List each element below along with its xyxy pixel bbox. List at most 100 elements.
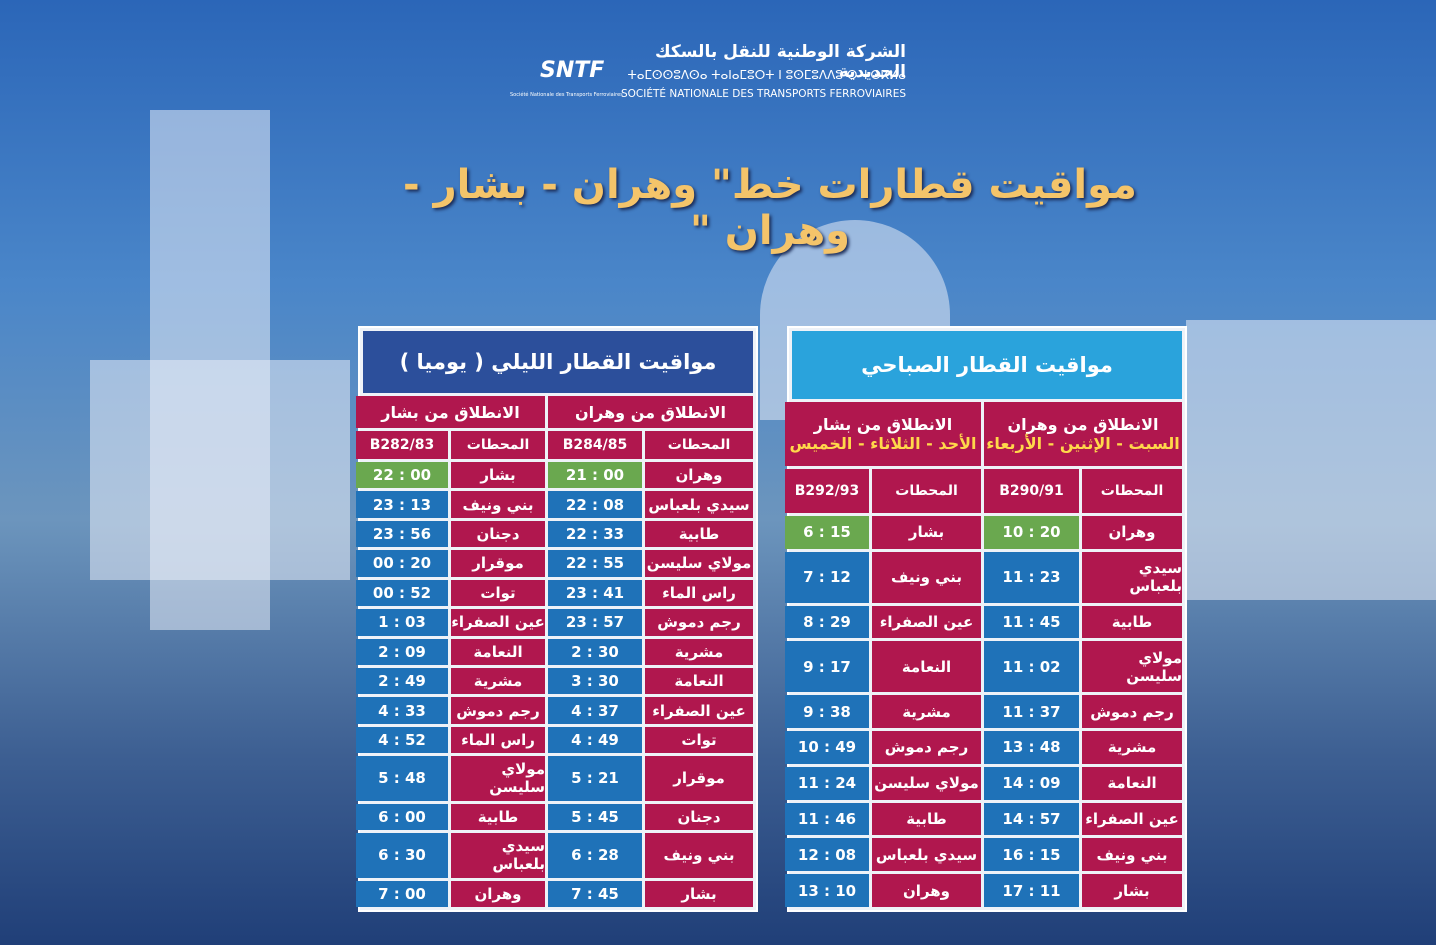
rows: وهران 21 : 00 بشار 22 : 00 سيدي بلعباس 22 : 0… <box>356 462 753 907</box>
station-cell: وهران <box>645 462 753 489</box>
station-cell: وهران <box>1082 516 1182 549</box>
station-cell: النعامة <box>451 638 545 665</box>
time-cell: 5 : 48 <box>356 756 448 801</box>
time-cell: 11 : 24 <box>785 766 869 800</box>
company-french: SOCIÉTÉ NATIONALE DES TRANSPORTS FERROVI… <box>621 88 906 100</box>
time-cell: 6 : 15 <box>785 516 869 549</box>
station-cell: طابية <box>1082 605 1182 639</box>
time-cell: 23 : 13 <box>356 491 448 518</box>
station-cell: بشار <box>451 462 545 489</box>
time-cell: 9 : 17 <box>785 641 869 693</box>
column-header-row: المحطات B290/91 المحطات B292/93 <box>785 469 1182 513</box>
station-cell: بني ونيف <box>872 551 981 603</box>
station-cell: طابية <box>872 802 981 836</box>
time-cell: 16 : 15 <box>984 838 1079 872</box>
time-cell: 13 : 48 <box>984 730 1079 764</box>
station-cell: بني ونيف <box>451 491 545 518</box>
table-title: مواقيت القطار الليلي ( يوميا ) <box>363 331 753 393</box>
station-cell: مولاي سليسن <box>645 550 753 577</box>
time-cell: 6 : 30 <box>356 833 448 878</box>
section-header: الانطلاق من وهران السبت - الإثنين - الأرب… <box>984 402 1182 466</box>
time-cell: 10 : 49 <box>785 730 869 764</box>
station-cell: بشار <box>1082 874 1182 907</box>
station-cell: رجم دموش <box>1082 695 1182 728</box>
station-cell: مولاي سليسن <box>1082 641 1182 693</box>
time-cell: 6 : 28 <box>548 833 642 878</box>
building <box>1186 320 1436 600</box>
station-cell: بني ونيف <box>645 833 753 878</box>
night-table: مواقيت القطار الليلي ( يوميا ) الانطلاق م… <box>356 326 758 912</box>
time-cell: 4 : 52 <box>356 726 448 754</box>
station-cell: رجم دموش <box>645 609 753 636</box>
section-days: الأحد - الثلاثاء - الخميس <box>789 434 977 453</box>
station-cell: بشار <box>872 516 981 549</box>
station-cell: مولاي سليسن <box>451 756 545 801</box>
column-header-row: المحطات B284/85 المحطات B282/83 <box>356 431 753 459</box>
column-header: المحطات <box>1082 469 1182 513</box>
time-cell: 5 : 45 <box>548 803 642 831</box>
station-cell: سيدي بلعباس <box>645 491 753 518</box>
station-cell: عين الصفراء <box>645 697 753 724</box>
station-cell: سيدي بلعباس <box>872 838 981 872</box>
time-cell: 11 : 23 <box>984 551 1079 603</box>
morning-table: مواقيت القطار الصباحي الانطلاق من وهران ال… <box>785 326 1187 912</box>
time-cell: 12 : 08 <box>785 838 869 872</box>
section-header: الانطلاق من بشار <box>356 396 545 428</box>
station-cell: عين الصفراء <box>1082 802 1182 836</box>
station-cell: موقرار <box>645 756 753 801</box>
section-row: الانطلاق من وهران السبت - الإثنين - الأرب… <box>785 402 1182 466</box>
time-cell: 22 : 55 <box>548 550 642 577</box>
logo: SNTF Société Nationale des Transports Fe… <box>510 40 623 100</box>
station-cell: رجم دموش <box>451 697 545 724</box>
section-label: الانطلاق من بشار <box>381 402 520 422</box>
station-cell: راس الماء <box>451 726 545 754</box>
station-cell: مشرية <box>872 695 981 728</box>
time-cell: 22 : 08 <box>548 491 642 518</box>
logo-text: SNTF <box>540 58 605 83</box>
time-cell: 10 : 20 <box>984 516 1079 549</box>
time-cell: 3 : 30 <box>548 667 642 695</box>
station-cell: النعامة <box>1082 766 1182 800</box>
station-cell: النعامة <box>872 641 981 693</box>
section-header: الانطلاق من بشار الأحد - الثلاثاء - الخمي… <box>785 402 981 466</box>
station-cell: وهران <box>451 880 545 907</box>
station-cell: توات <box>451 579 545 607</box>
column-header: B292/93 <box>785 469 869 513</box>
time-cell: 14 : 57 <box>984 802 1079 836</box>
section-days: السبت - الإثنين - الأربعاء <box>986 434 1180 453</box>
column-header: المحطات <box>872 469 981 513</box>
station-cell: بشار <box>645 880 753 907</box>
time-cell: 23 : 57 <box>548 609 642 636</box>
time-cell: 11 : 45 <box>984 605 1079 639</box>
station-cell: توات <box>645 726 753 754</box>
column-header: B290/91 <box>984 469 1079 513</box>
time-cell: 23 : 41 <box>548 579 642 607</box>
time-cell: 8 : 29 <box>785 605 869 639</box>
station-cell: عين الصفراء <box>872 605 981 639</box>
time-cell: 4 : 33 <box>356 697 448 724</box>
time-cell: 7 : 00 <box>356 880 448 907</box>
time-cell: 00 : 52 <box>356 579 448 607</box>
station-cell: النعامة <box>645 667 753 695</box>
rows: وهران 10 : 20 بشار 6 : 15 سيدي بلعباس 11 : 23… <box>785 516 1182 907</box>
time-cell: 9 : 38 <box>785 695 869 728</box>
station-cell: دجنان <box>645 803 753 831</box>
time-cell: 7 : 12 <box>785 551 869 603</box>
section-label: الانطلاق من وهران <box>1007 415 1159 434</box>
time-cell: 2 : 30 <box>548 638 642 665</box>
time-cell: 2 : 49 <box>356 667 448 695</box>
station-cell: مولاي سليسن <box>872 766 981 800</box>
column-header: B282/83 <box>356 431 448 459</box>
time-cell: 17 : 11 <box>984 874 1079 907</box>
time-cell: 23 : 56 <box>356 520 448 548</box>
company-tifinagh: ⵜⴰⵎⵙⵙⵓⴷⵙⴰ ⵜⴰⵏⴰⵎⵓⵔⵜ ⵏ ⵓⵙⵎⵓⴷⴷⵓ ⵙ ⵜⵙⴽⵍⴰ <box>627 68 906 82</box>
time-cell: 4 : 49 <box>548 726 642 754</box>
column-header: المحطات <box>645 431 753 459</box>
station-cell: راس الماء <box>645 579 753 607</box>
station-cell: رجم دموش <box>872 730 981 764</box>
time-cell: 22 : 00 <box>356 462 448 489</box>
logo-subtext: Société Nationale des Transports Ferrovi… <box>510 92 623 98</box>
company-arabic: الشركة الوطنية للنقل بالسكك الحديدية <box>655 42 906 82</box>
time-cell: 2 : 09 <box>356 638 448 665</box>
